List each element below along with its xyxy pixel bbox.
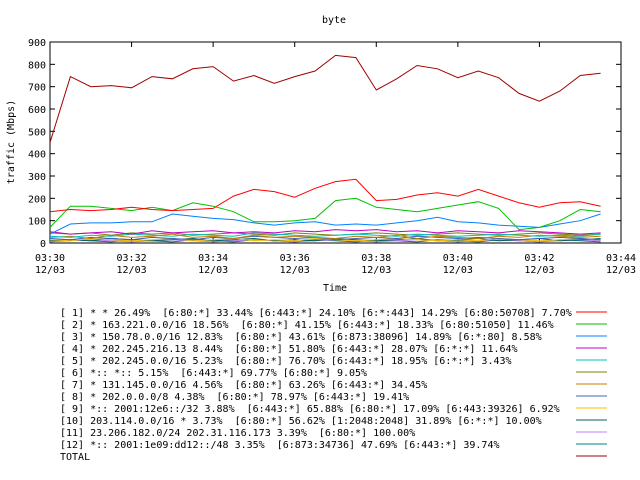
y-tick-label: 600	[28, 105, 46, 116]
y-tick-label: 800	[28, 60, 46, 71]
x-tick-time: 03:34	[198, 253, 228, 264]
x-tick-time: 03:42	[524, 253, 554, 264]
legend-label: TOTAL	[60, 452, 90, 463]
series-line-7	[49, 233, 601, 240]
legend-label: [11] 23.206.182.0/24 202.31.116.173 3.39…	[60, 428, 415, 439]
legend-label: [ 8] * 202.0.0.0/8 4.38% [6:80:*] 78.97%…	[60, 392, 409, 403]
series-line-5	[49, 232, 601, 238]
series-line-2	[49, 197, 601, 231]
legend-label: [ 2] * 163.221.0.0/16 18.56% [6:80:*] 41…	[60, 320, 554, 331]
x-tick-time: 03:32	[117, 253, 147, 264]
y-tick-label: 500	[28, 127, 46, 138]
x-tick-time: 03:36	[280, 253, 310, 264]
legend-label: [10] 203.114.0.0/16 * 3.73% [6:80:*] 56.…	[60, 416, 542, 427]
series-line-1	[49, 178, 601, 213]
x-tick-date: 12/03	[361, 265, 391, 276]
x-tick-date: 12/03	[198, 265, 228, 276]
series-lines	[49, 54, 601, 243]
y-axis-label: traffic (Mbps)	[6, 100, 17, 184]
x-tick-date: 12/03	[117, 265, 147, 276]
y-tick-label: 100	[28, 217, 46, 228]
series-line-8	[49, 235, 601, 241]
y-axis: 0 100 200 300 400 500 600 700 800 900	[28, 38, 621, 250]
legend: [ 1] * * 26.49% [6:80:*] 33.44% [6:443:*…	[60, 308, 607, 463]
legend-label: [ 6] *:: *:: 5.15% [6:443:*] 69.77% [6:8…	[60, 368, 367, 379]
x-tick-date: 12/03	[606, 265, 636, 276]
x-tick-date: 12/03	[280, 265, 310, 276]
legend-label: [ 3] * 150.78.0.0/16 12.83% [6:80:*] 43.…	[60, 332, 542, 343]
y-tick-label: 700	[28, 83, 46, 94]
x-tick-time: 03:30	[35, 253, 65, 264]
y-tick-label: 200	[28, 194, 46, 205]
legend-label: [12] *:: 2001:1e09:dd12::/48 3.35% [6:87…	[60, 440, 500, 451]
series-line-13	[49, 54, 601, 143]
legend-label: [ 4] * 202.245.216.13 8.44% [6:80:*] 51.…	[60, 344, 518, 355]
y-tick-label: 400	[28, 150, 46, 161]
legend-label: [ 5] * 202.245.0.0/16 5.23% [6:80:*] 76.…	[60, 356, 512, 367]
legend-label: [ 1] * * 26.49% [6:80:*] 33.44% [6:443:*…	[60, 308, 572, 319]
x-tick-time: 03:38	[361, 253, 391, 264]
plot-frame	[49, 41, 622, 244]
series-line-4	[49, 229, 601, 235]
legend-label: [ 7] * 131.145.0.0/16 4.56% [6:80:*] 63.…	[60, 380, 427, 391]
x-tick-date: 12/03	[443, 265, 473, 276]
y-tick-label: 300	[28, 172, 46, 183]
x-tick-time: 03:44	[606, 253, 636, 264]
series-line-3	[49, 213, 601, 235]
x-axis-label: Time	[323, 283, 347, 294]
y-tick-label: 900	[28, 38, 46, 49]
x-tick-time: 03:40	[443, 253, 473, 264]
legend-label: [ 9] *:: 2001:12e6::/32 3.88% [6:443:*] …	[60, 404, 560, 415]
x-tick-date: 12/03	[35, 265, 65, 276]
chart-title: byte	[322, 15, 346, 26]
y-tick-label: 0	[40, 239, 46, 250]
x-tick-date: 12/03	[524, 265, 554, 276]
